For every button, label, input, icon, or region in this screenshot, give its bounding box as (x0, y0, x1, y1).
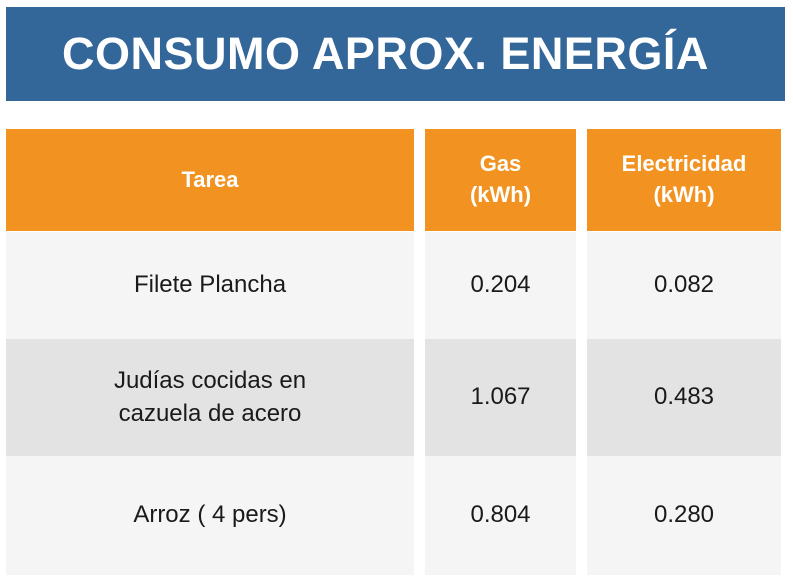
table-row-3-task: Arroz ( 4 pers) (6, 456, 414, 575)
header-electricity: Electricidad (kWh) (587, 129, 781, 231)
table-row-1-task: Filete Plancha (6, 232, 414, 339)
header-task: Tarea (6, 129, 414, 231)
page-title: CONSUMO APROX. ENERGÍA (62, 28, 709, 79)
table-row-1-electricity: 0.082 (587, 232, 781, 339)
cell-task: Judías cocidas en cazuela de acero (113, 367, 307, 427)
cell-electricity: 0.483 (653, 383, 715, 411)
cell-task: Arroz ( 4 pers) (133, 501, 287, 529)
cell-gas: 1.067 (470, 383, 531, 411)
cell-gas: 0.804 (470, 501, 531, 529)
table-row-3-gas: 0.804 (425, 456, 576, 575)
cell-electricity: 0.280 (653, 501, 715, 529)
table-row-2-task: Judías cocidas en cazuela de acero (6, 339, 414, 456)
header-task-label: Tarea (181, 166, 239, 192)
table-row-1-gas: 0.204 (425, 232, 576, 339)
cell-gas: 0.204 (470, 271, 531, 299)
header-gas-label: Gas (kWh) (469, 151, 532, 207)
table-row-2-gas: 1.067 (425, 339, 576, 456)
header-gas: Gas (kWh) (425, 129, 576, 231)
header-electricity-label: Electricidad (kWh) (621, 151, 747, 207)
cell-electricity: 0.082 (653, 271, 715, 299)
table-row-2-electricity: 0.483 (587, 339, 781, 456)
table-row-3-electricity: 0.280 (587, 456, 781, 575)
title-banner: CONSUMO APROX. ENERGÍA (6, 7, 785, 101)
cell-task: Filete Plancha (133, 271, 287, 299)
